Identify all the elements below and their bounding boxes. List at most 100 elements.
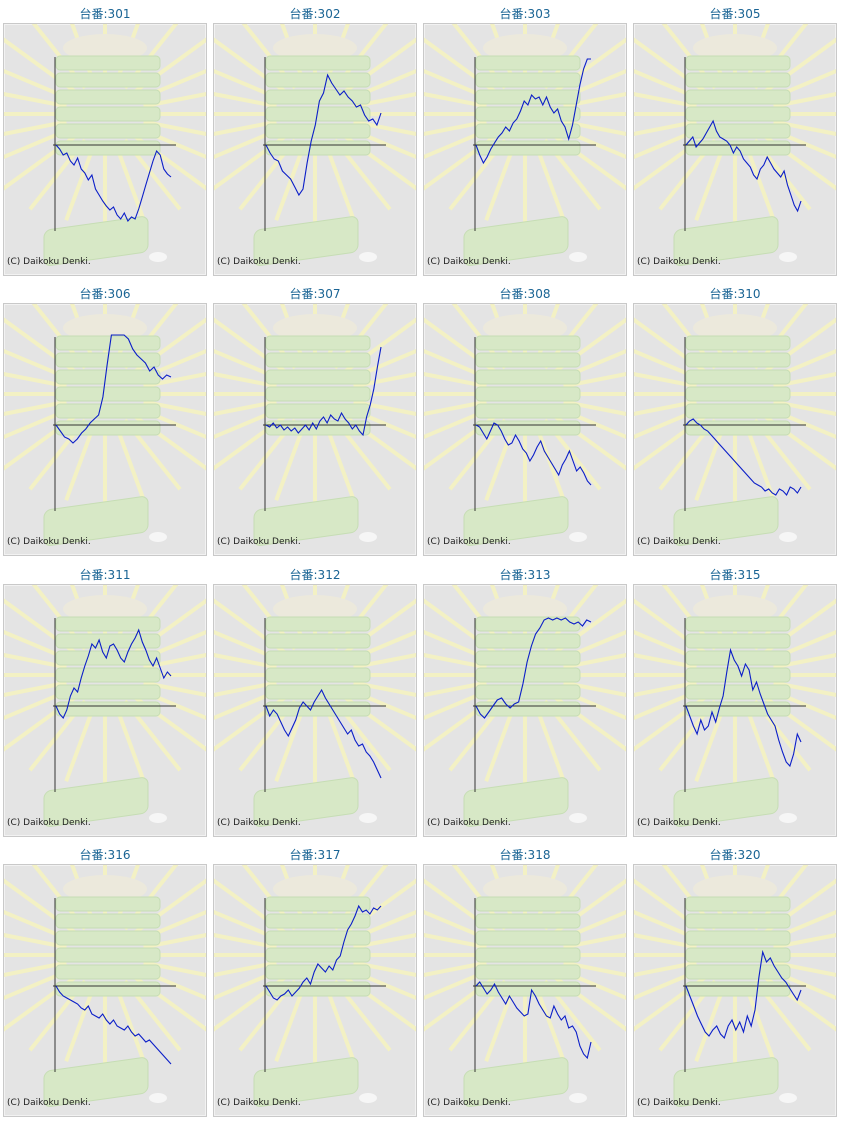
copyright-text: (C) Daikoku Denki. bbox=[427, 818, 511, 828]
chart-svg bbox=[4, 865, 206, 1107]
chart-title: 台番:313 bbox=[499, 568, 551, 582]
machine-chart-5: 台番:307 (C) Daikoku Denki. bbox=[213, 280, 417, 556]
data-series-line bbox=[685, 119, 802, 213]
chart-panel: (C) Daikoku Denki. bbox=[633, 584, 837, 837]
copyright-text: (C) Daikoku Denki. bbox=[217, 1098, 301, 1108]
machine-chart-6: 台番:308 (C) Daikoku Denki. bbox=[423, 280, 627, 556]
watermark-illustration bbox=[634, 304, 836, 546]
data-series-line bbox=[685, 647, 802, 768]
chart-panel: (C) Daikoku Denki. bbox=[423, 23, 627, 276]
chart-panel: (C) Daikoku Denki. bbox=[213, 23, 417, 276]
chart-title: 台番:303 bbox=[499, 7, 551, 21]
copyright-text: (C) Daikoku Denki. bbox=[637, 1098, 721, 1108]
chart-svg bbox=[634, 304, 836, 546]
machine-chart-13: 台番:317 (C) Daikoku Denki. bbox=[213, 841, 417, 1117]
copyright-text: (C) Daikoku Denki. bbox=[427, 537, 511, 547]
data-series-line bbox=[475, 617, 592, 719]
copyright-text: (C) Daikoku Denki. bbox=[7, 537, 91, 547]
machine-chart-14: 台番:318 (C) Daikoku Denki. bbox=[423, 841, 627, 1117]
copyright-text: (C) Daikoku Denki. bbox=[7, 1098, 91, 1108]
chart-panel: (C) Daikoku Denki. bbox=[633, 303, 837, 556]
chart-title: 台番:317 bbox=[289, 848, 341, 862]
machine-chart-1: 台番:302 (C) Daikoku Denki. bbox=[213, 0, 417, 276]
data-series-line bbox=[265, 688, 382, 779]
data-series-line bbox=[55, 144, 172, 222]
chart-svg bbox=[424, 304, 626, 546]
chart-panel: (C) Daikoku Denki. bbox=[3, 864, 207, 1117]
watermark-illustration bbox=[214, 585, 416, 827]
chart-panel: (C) Daikoku Denki. bbox=[423, 584, 627, 837]
data-series-line bbox=[55, 334, 172, 444]
chart-panel: (C) Daikoku Denki. bbox=[213, 303, 417, 556]
watermark-illustration bbox=[214, 304, 416, 546]
chart-panel: (C) Daikoku Denki. bbox=[423, 303, 627, 556]
chart-title: 台番:312 bbox=[289, 568, 341, 582]
chart-title: 台番:301 bbox=[79, 7, 131, 21]
data-series-line bbox=[685, 418, 802, 496]
machine-chart-10: 台番:313 (C) Daikoku Denki. bbox=[423, 561, 627, 837]
data-series-line bbox=[265, 73, 382, 197]
machine-chart-0: 台番:301 (C) Daikoku Denki. bbox=[3, 0, 207, 276]
chart-panel: (C) Daikoku Denki. bbox=[633, 23, 837, 276]
chart-svg bbox=[424, 865, 626, 1107]
machine-chart-3: 台番:305 (C) Daikoku Denki. bbox=[633, 0, 837, 276]
data-series-line bbox=[685, 949, 802, 1040]
chart-svg bbox=[424, 24, 626, 266]
data-series-line bbox=[265, 904, 382, 1001]
watermark-illustration bbox=[4, 585, 206, 827]
chart-panel: (C) Daikoku Denki. bbox=[3, 303, 207, 556]
chart-title: 台番:310 bbox=[709, 287, 761, 301]
chart-title: 台番:320 bbox=[709, 848, 761, 862]
data-series-line bbox=[55, 985, 172, 1065]
copyright-text: (C) Daikoku Denki. bbox=[217, 257, 301, 267]
chart-panel: (C) Daikoku Denki. bbox=[633, 864, 837, 1117]
chart-title: 台番:311 bbox=[79, 568, 131, 582]
chart-svg bbox=[4, 585, 206, 827]
data-series-line bbox=[475, 422, 592, 486]
machine-chart-8: 台番:311 (C) Daikoku Denki. bbox=[3, 561, 207, 837]
machine-chart-4: 台番:306 (C) Daikoku Denki. bbox=[3, 280, 207, 556]
machine-chart-12: 台番:316 (C) Daikoku Denki. bbox=[3, 841, 207, 1117]
watermark-illustration bbox=[424, 24, 626, 266]
chart-svg bbox=[214, 585, 416, 827]
watermark-illustration bbox=[424, 865, 626, 1107]
copyright-text: (C) Daikoku Denki. bbox=[427, 1098, 511, 1108]
copyright-text: (C) Daikoku Denki. bbox=[637, 257, 721, 267]
chart-svg bbox=[634, 24, 836, 266]
copyright-text: (C) Daikoku Denki. bbox=[7, 818, 91, 828]
chart-svg bbox=[214, 865, 416, 1107]
data-series-line bbox=[475, 981, 592, 1060]
chart-title: 台番:306 bbox=[79, 287, 131, 301]
watermark-illustration bbox=[4, 304, 206, 546]
watermark-illustration bbox=[634, 585, 836, 827]
data-series-line bbox=[55, 628, 172, 719]
machine-chart-7: 台番:310 (C) Daikoku Denki. bbox=[633, 280, 837, 556]
machine-chart-2: 台番:303 (C) Daikoku Denki. bbox=[423, 0, 627, 276]
chart-svg bbox=[214, 24, 416, 266]
chart-title: 台番:305 bbox=[709, 7, 761, 21]
copyright-text: (C) Daikoku Denki. bbox=[637, 537, 721, 547]
copyright-text: (C) Daikoku Denki. bbox=[427, 257, 511, 267]
chart-panel: (C) Daikoku Denki. bbox=[423, 864, 627, 1117]
data-series-line bbox=[475, 58, 591, 165]
chart-svg bbox=[4, 24, 206, 266]
machine-chart-9: 台番:312 (C) Daikoku Denki. bbox=[213, 561, 417, 837]
machine-chart-15: 台番:320 (C) Daikoku Denki. bbox=[633, 841, 837, 1117]
copyright-text: (C) Daikoku Denki. bbox=[217, 818, 301, 828]
chart-svg bbox=[424, 585, 626, 827]
copyright-text: (C) Daikoku Denki. bbox=[7, 257, 91, 267]
data-series-line bbox=[265, 346, 382, 437]
chart-svg bbox=[214, 304, 416, 546]
copyright-text: (C) Daikoku Denki. bbox=[637, 818, 721, 828]
chart-title: 台番:307 bbox=[289, 287, 341, 301]
watermark-illustration bbox=[4, 24, 206, 266]
chart-title: 台番:302 bbox=[289, 7, 341, 21]
machine-chart-11: 台番:315 (C) Daikoku Denki. bbox=[633, 561, 837, 837]
chart-panel: (C) Daikoku Denki. bbox=[3, 23, 207, 276]
chart-title: 台番:318 bbox=[499, 848, 551, 862]
chart-svg bbox=[634, 865, 836, 1107]
chart-panel: (C) Daikoku Denki. bbox=[213, 864, 417, 1117]
chart-title: 台番:308 bbox=[499, 287, 551, 301]
chart-svg bbox=[634, 585, 836, 827]
